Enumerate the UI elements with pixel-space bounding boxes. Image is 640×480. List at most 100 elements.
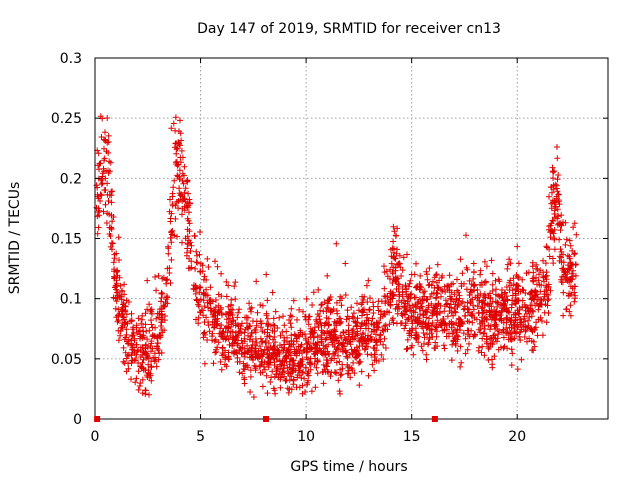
data-point [197,268,204,275]
data-point [338,302,345,309]
data-point [168,239,175,246]
data-point [118,296,125,303]
data-point [550,230,557,237]
data-point [308,344,315,351]
data-point [133,330,140,337]
data-point [301,375,308,382]
data-point [213,297,219,303]
data-point [529,275,536,282]
data-point [103,220,110,226]
data-point [269,289,276,296]
data-point [267,359,274,366]
data-point [314,370,321,377]
data-point [201,303,208,310]
data-point [116,257,122,263]
data-point [426,265,433,272]
data-point [281,373,288,380]
data-point [425,302,432,309]
data-point [249,338,256,345]
data-point [393,250,400,257]
data-point [336,388,343,395]
data-point [184,241,191,248]
data-point [281,368,287,375]
data-point [312,324,318,331]
data-point [547,234,554,241]
data-point [184,177,191,184]
data-point [114,295,121,302]
data-point [307,355,314,362]
data-point [215,302,222,309]
data-point [247,373,254,380]
data-point [447,295,454,302]
data-point [541,288,548,295]
data-point [419,347,426,354]
data-point [424,309,431,316]
data-point [373,326,380,333]
data-point [559,265,566,272]
data-point [139,359,146,366]
data-point [390,238,397,245]
data-point [310,330,316,337]
chart-title: Day 147 of 2019, SRMTID for receiver cn1… [197,21,501,37]
data-point [363,343,370,350]
data-point [496,278,503,285]
data-point [196,251,203,258]
data-point [391,228,398,235]
data-point [470,268,477,275]
data-point [281,322,288,329]
data-point [434,317,441,324]
data-point [201,273,208,280]
data-point [228,323,234,330]
data-point [248,308,254,315]
data-point [573,231,580,238]
data-point [283,328,290,335]
data-point [441,327,448,334]
data-point [158,289,165,296]
data-point [456,292,463,299]
data-point [265,346,272,353]
data-point [487,340,494,347]
data-point [259,383,266,390]
data-point [105,149,112,156]
data-point [398,273,405,279]
data-point [170,120,177,127]
data-point [479,299,486,306]
data-point [566,237,573,244]
data-point [459,270,466,277]
data-point [500,345,507,352]
data-point [174,172,181,179]
data-point [115,312,122,319]
data-point [251,327,258,334]
data-point [245,332,251,339]
data-point [318,338,325,345]
data-point [255,352,261,359]
data-point [253,278,260,285]
data-point [366,306,373,313]
data-point [368,320,375,327]
data-point [464,318,471,325]
data-point [218,322,225,329]
data-point [467,300,474,307]
data-point [497,344,504,351]
data-point [433,271,440,278]
data-point [167,280,174,286]
data-point [519,297,526,304]
data-point [148,348,154,355]
data-point [220,351,227,358]
data-point [331,318,338,325]
data-point [413,336,420,342]
data-point [325,341,332,348]
data-point [504,328,511,335]
data-point [549,164,556,171]
data-point [139,312,146,319]
data-point [160,304,167,310]
data-point [405,316,412,322]
data-point [344,370,351,377]
data-point [387,302,394,309]
data-point [508,282,514,289]
data-point [272,390,279,397]
data-point [152,274,159,280]
data-point [570,267,576,274]
data-point [238,337,245,344]
data-point [179,239,185,246]
